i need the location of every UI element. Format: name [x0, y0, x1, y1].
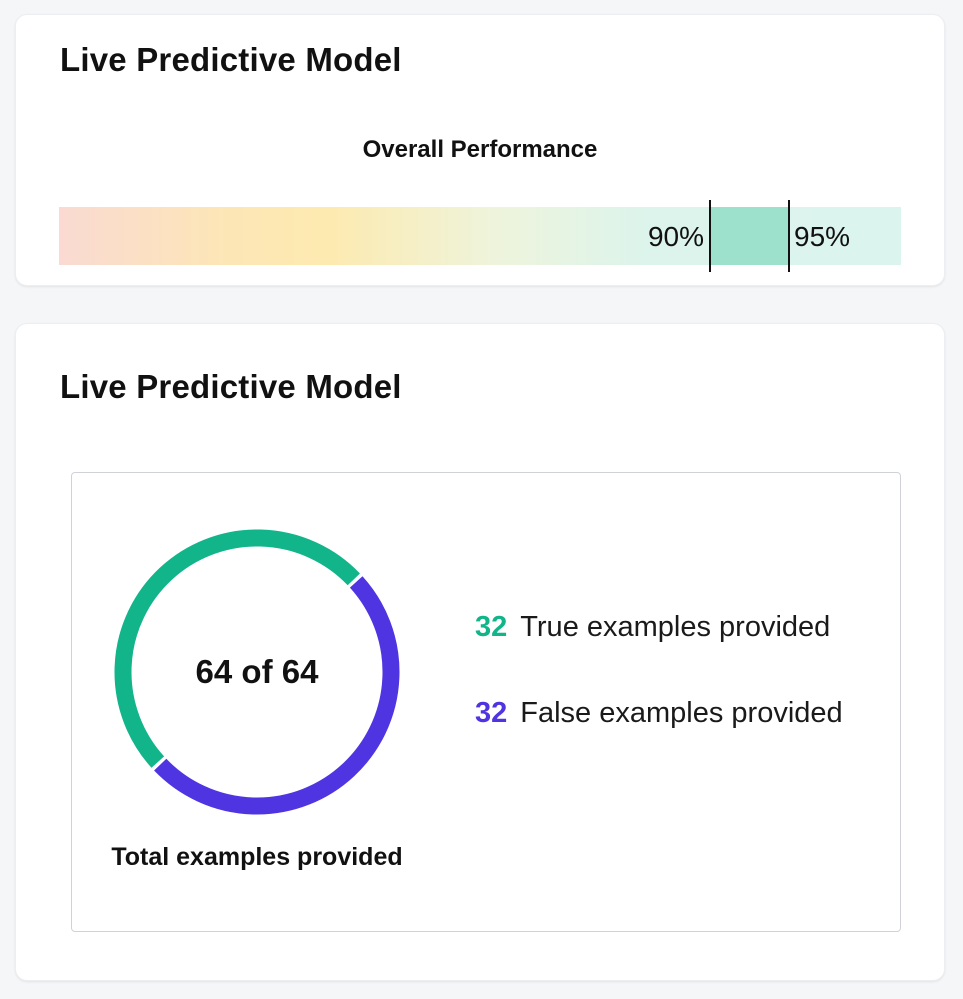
legend-item-false: 32 False examples provided: [475, 697, 843, 783]
range-low-tick: [709, 200, 711, 272]
donut-caption: Total examples provided: [111, 843, 403, 871]
range-low-label: 90%: [647, 221, 704, 252]
performance-card: Live Predictive Model Overall Performanc…: [15, 14, 945, 286]
donut-segment-true: [114, 529, 360, 768]
donut-center-total: 64 of 64: [195, 653, 319, 690]
false-examples-label: False examples provided: [520, 697, 843, 729]
range-high-tick: [788, 200, 790, 272]
false-examples-count: 32: [475, 697, 508, 729]
donut-segment-false: [154, 576, 400, 815]
donut-ring: [114, 529, 400, 815]
performance-gradient-bar: 90% 95%: [59, 200, 901, 272]
overall-performance-label: Overall Performance: [362, 136, 598, 163]
performance-target-range: [710, 207, 789, 265]
true-examples-label: True examples provided: [520, 611, 831, 643]
true-examples-count: 32: [475, 611, 508, 643]
examples-card: Live Predictive Model 64 of 64 Total exa…: [15, 323, 945, 981]
range-high-label: 95%: [794, 221, 851, 252]
card-title: Live Predictive Model: [60, 41, 402, 78]
card-title: Live Predictive Model: [60, 368, 402, 405]
examples-legend: 32 True examples provided 32 False examp…: [475, 611, 843, 783]
examples-summary-box: 64 of 64 Total examples provided 32 True…: [71, 472, 901, 932]
legend-item-true: 32 True examples provided: [475, 611, 843, 697]
examples-donut-chart: 64 of 64: [114, 529, 400, 815]
